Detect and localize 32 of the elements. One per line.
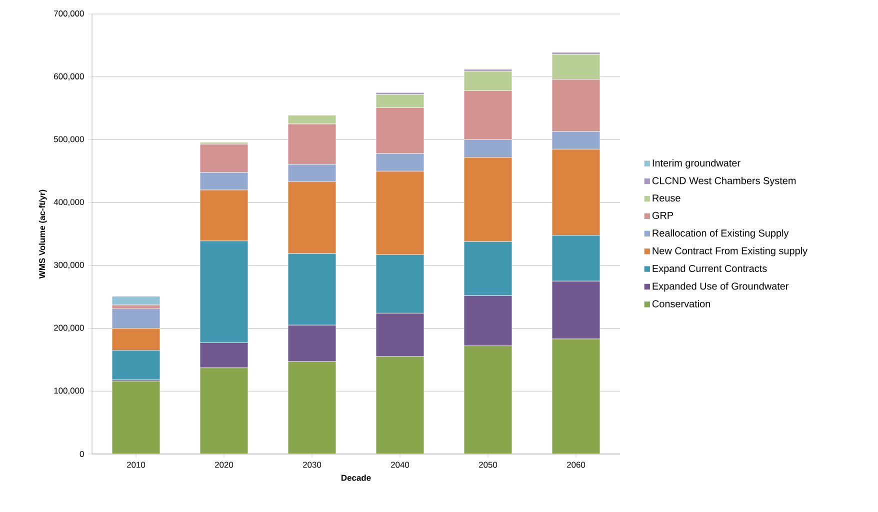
legend-label: GRP [652, 212, 674, 219]
legend-label: New Contract From Existing supply [652, 246, 808, 256]
y-tick-label: 200,000 [54, 324, 84, 332]
legend-label: Expanded Use of Groundwater [652, 282, 789, 292]
bar [376, 356, 424, 454]
bar [464, 346, 512, 454]
bar [200, 368, 248, 454]
y-axis-title: WMS Volume (ac-ft/yr) [38, 190, 47, 279]
x-tick-label: 2060 [567, 462, 586, 468]
legend-label: Reuse [652, 194, 680, 202]
bar [288, 361, 336, 454]
y-tick-label: 600,000 [54, 73, 84, 80]
legend-label: CLCND West Chambers System [652, 176, 796, 186]
legend-label: Conservation [652, 300, 710, 308]
y-tick-label: 500,000 [54, 136, 84, 144]
legend-label: Expand Current Contracts [652, 264, 767, 274]
bar [112, 296, 160, 306]
y-tick-label: 300,000 [54, 262, 84, 269]
legend-label: Interim groundwater [652, 159, 740, 169]
x-tick-label: 2040 [391, 462, 410, 468]
y-tick-label: 0 [80, 450, 84, 457]
legend-label: Reallocation of Existing Supply [652, 229, 789, 239]
x-tick-label: 2050 [479, 462, 498, 468]
bar [112, 380, 160, 454]
x-tick-label: 2010 [127, 462, 146, 468]
y-tick-label: 100,000 [54, 388, 84, 395]
y-tick-label: 700,000 [54, 10, 84, 18]
bar [552, 338, 600, 454]
x-tick-label: 2030 [303, 462, 322, 468]
x-axis-title: Decade [342, 474, 371, 481]
y-tick-label: 400,000 [54, 199, 84, 206]
x-tick-label: 2020 [215, 462, 234, 468]
